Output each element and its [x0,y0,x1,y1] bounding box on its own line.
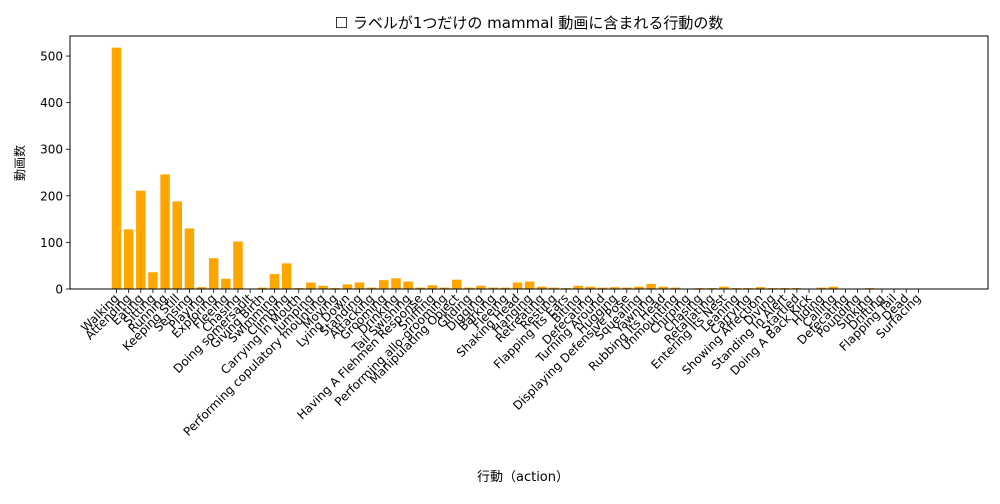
plot-frame [70,36,988,289]
x-axis: WalkingAttendingEatingSittingRunningKeep… [78,289,923,439]
bar [282,263,292,289]
bar [233,241,243,289]
bar [173,201,183,289]
y-axis-label: 動画数 [12,145,27,181]
bar [646,284,656,289]
bar [136,191,146,289]
y-axis: 0 100 200 300 400 500 [40,50,70,297]
bar [428,285,438,289]
bar [124,229,133,289]
bar [221,279,231,289]
bar [379,280,389,289]
bar [452,280,462,289]
bar [160,174,170,289]
y-tick-label: 100 [40,236,63,250]
bar [209,258,219,289]
bar [391,278,401,289]
bar [343,284,353,289]
bars-group [112,48,923,289]
bar [403,282,413,289]
y-tick-label: 500 [40,50,63,64]
y-tick-label: 0 [55,283,63,297]
chart-title: ☐ ラベルが1つだけの mammal 動画に含まれる行動の数 [335,14,724,32]
y-tick-label: 200 [40,189,63,203]
bar [525,282,535,289]
bar [355,282,365,289]
y-tick-label: 300 [40,143,63,157]
x-axis-label: 行動（action） [477,470,569,485]
bar [513,282,523,289]
y-tick-label: 400 [40,96,63,110]
bar [185,228,195,289]
bar [112,48,122,289]
bar [148,272,158,289]
bar [306,282,316,289]
bar [270,274,280,289]
